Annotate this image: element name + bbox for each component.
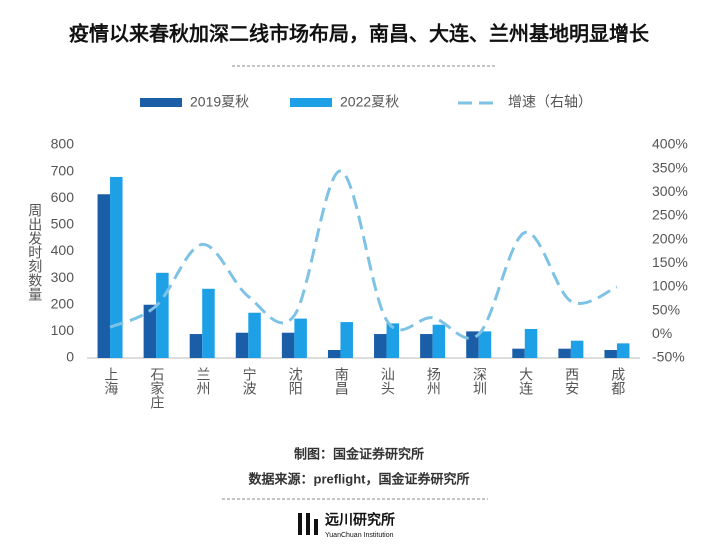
y-tick-label: 300 <box>51 269 75 285</box>
y-tick-label: 500 <box>51 216 75 232</box>
y2-tick-label: 250% <box>652 207 688 223</box>
legend-swatch <box>290 98 332 107</box>
bar <box>340 322 353 358</box>
y-tick-label: 800 <box>51 136 75 152</box>
bar <box>386 323 400 358</box>
y2-tick-label: 150% <box>652 254 688 270</box>
y2-tick-label: 300% <box>652 183 688 199</box>
bar <box>524 328 538 358</box>
bar <box>420 334 433 358</box>
y-tick-label: 600 <box>51 189 75 205</box>
line-series <box>109 169 618 340</box>
y-tick-label: 700 <box>51 162 75 178</box>
y2-tick-label: 50% <box>652 301 680 317</box>
x-tick-label: 大连 <box>518 367 534 396</box>
footer-maker: 制图：国金证券研究所 <box>294 446 424 461</box>
bar <box>156 272 169 358</box>
x-tick-label: 兰州 <box>196 367 212 395</box>
bar <box>189 334 203 358</box>
x-tick-label: 汕头 <box>380 367 396 395</box>
x-tick-label: 上海 <box>103 367 119 395</box>
y2-tick-label: 100% <box>652 278 688 294</box>
x-tick-label: 扬州 <box>426 367 442 395</box>
chart-title: 疫情以来春秋加深二线市场布局，南昌、大连、兰州基地明显增长 <box>69 21 650 45</box>
bar <box>97 194 111 358</box>
y-tick-label: 200 <box>51 295 75 311</box>
legend-label: 增速（右轴） <box>508 94 592 110</box>
bar <box>512 348 525 358</box>
logo-subtext: YuanChuan Institution <box>325 532 394 539</box>
bar <box>143 304 157 358</box>
bar <box>558 348 571 358</box>
x-tick-label: 深圳 <box>472 367 488 395</box>
y-tick-label: 100 <box>51 322 75 338</box>
bar <box>202 288 215 358</box>
y2-tick-label: 200% <box>652 230 688 246</box>
legend-swatch <box>140 98 182 107</box>
y-axis-label: 周出发时刻数量 <box>27 203 43 301</box>
bar <box>110 176 123 358</box>
y2-tick-label: 0% <box>652 325 672 341</box>
bar <box>374 334 387 358</box>
y-tick-label: 0 <box>66 349 74 365</box>
x-tick-label: 沈阳 <box>288 367 304 395</box>
x-tick-label: 西安 <box>564 367 580 395</box>
bar <box>294 318 307 358</box>
x-tick-label: 成都 <box>610 367 626 395</box>
y2-tick-label: 400% <box>652 136 688 152</box>
bar <box>235 332 249 358</box>
bar <box>432 324 446 358</box>
bar <box>478 331 492 358</box>
y-tick-label: 400 <box>51 242 75 258</box>
bar <box>604 350 617 358</box>
logo-text: 远川研究所 <box>325 512 395 528</box>
bar <box>327 350 341 358</box>
x-tick-label: 南昌 <box>334 367 350 395</box>
y2-tick-label: 350% <box>652 159 688 175</box>
bar <box>570 340 584 358</box>
bar <box>466 331 479 358</box>
x-tick-label: 石家庄 <box>149 367 165 409</box>
footer-source: 数据来源：preflight，国金证券研究所 <box>249 471 470 486</box>
legend-label: 2022夏秋 <box>340 94 399 110</box>
x-tick-label: 宁波 <box>242 366 258 395</box>
bar <box>281 332 295 358</box>
logo-icon <box>298 513 318 535</box>
bar <box>616 343 630 358</box>
legend-label: 2019夏秋 <box>190 94 249 110</box>
bar <box>248 312 261 358</box>
y2-tick-label: -50% <box>652 349 685 365</box>
